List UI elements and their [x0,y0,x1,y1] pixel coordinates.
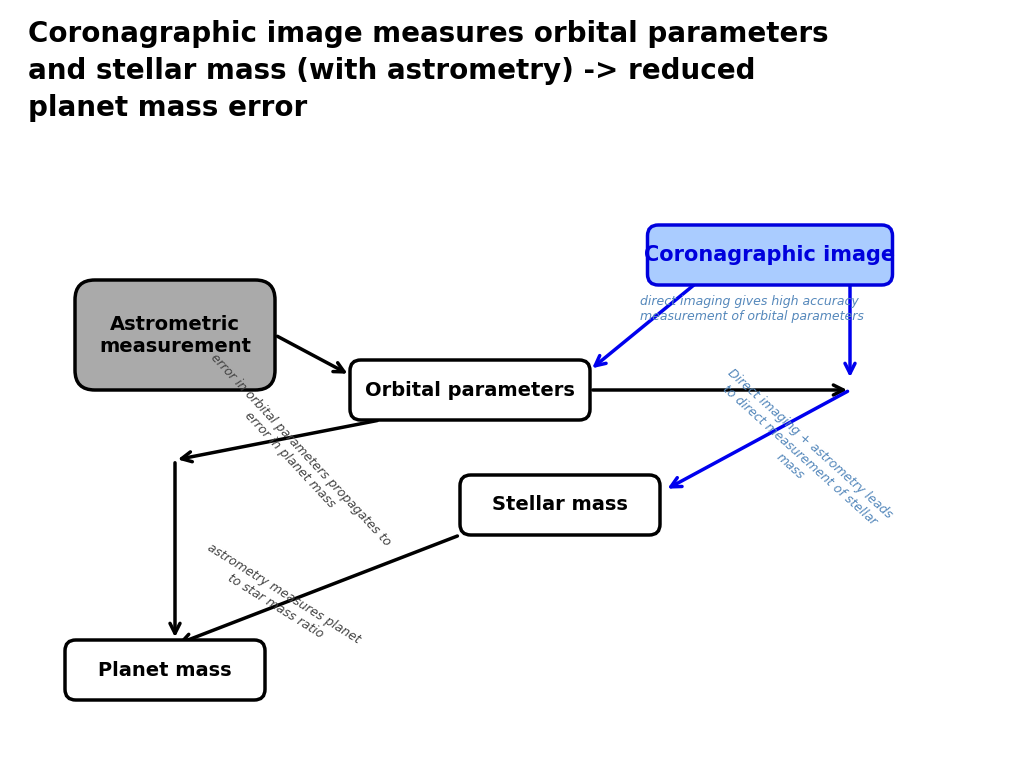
FancyBboxPatch shape [460,475,660,535]
FancyBboxPatch shape [65,640,265,700]
FancyBboxPatch shape [647,225,893,285]
Text: Astrometric
measurement: Astrometric measurement [99,315,251,356]
Text: Direct imaging + astrometry leads
to direct measurement of stellar
mass: Direct imaging + astrometry leads to dir… [706,366,895,544]
Text: Orbital parameters: Orbital parameters [366,380,574,399]
Text: astrometry measures planet
to star mass ratio: astrometry measures planet to star mass … [198,541,362,659]
Text: Planet mass: Planet mass [98,660,231,680]
Text: Stellar mass: Stellar mass [493,495,628,515]
FancyBboxPatch shape [75,280,275,390]
Text: error in orbital parameters propagates to
error in planet mass: error in orbital parameters propagates t… [197,351,393,559]
FancyBboxPatch shape [350,360,590,420]
Text: direct imaging gives high accuracy
measurement of orbital parameters: direct imaging gives high accuracy measu… [640,295,864,323]
Text: Coronagraphic image measures orbital parameters
and stellar mass (with astrometr: Coronagraphic image measures orbital par… [28,20,828,121]
Text: Coronagraphic image: Coronagraphic image [644,245,896,265]
